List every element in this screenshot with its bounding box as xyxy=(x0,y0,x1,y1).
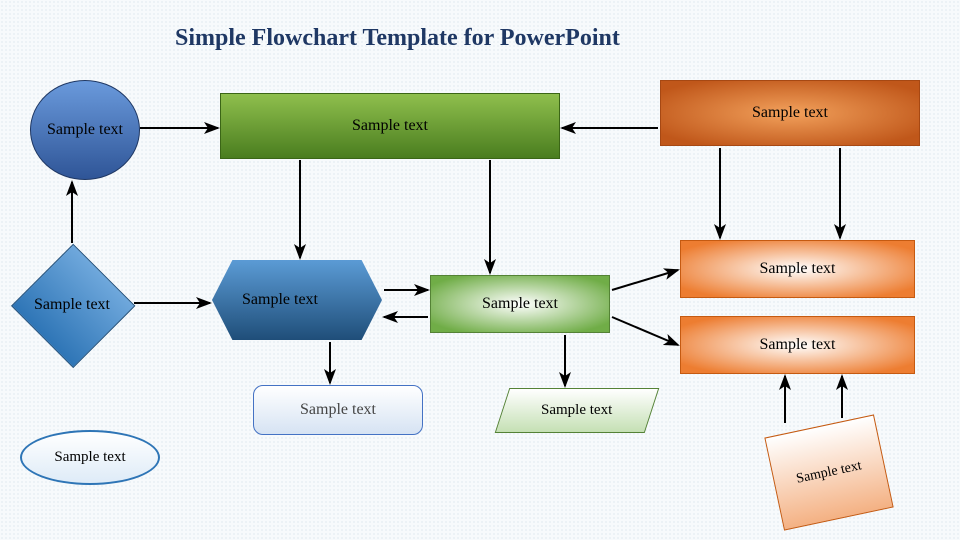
page-title: Simple Flowchart Template for PowerPoint xyxy=(175,25,620,52)
node-label: Sample text xyxy=(482,295,558,313)
edge-arrow xyxy=(612,317,678,345)
node-diamond: Sample text xyxy=(12,245,132,365)
node-circle1: Sample text xyxy=(30,80,140,180)
node-ellipse: Sample text xyxy=(20,430,160,485)
node-rot_square: Sample text xyxy=(764,414,893,530)
node-label: Sample text xyxy=(34,296,110,314)
node-label: Sample text xyxy=(760,336,836,354)
node-roundrect: Sample text xyxy=(253,385,423,435)
edge-arrow xyxy=(612,270,678,290)
node-label: Sample text xyxy=(752,104,828,122)
node-rect_orange_mid2: Sample text xyxy=(680,316,915,374)
node-rect_green_mid: Sample text xyxy=(430,275,610,333)
node-label: Sample text xyxy=(541,402,612,419)
node-label: Sample text xyxy=(300,401,376,419)
node-label: Sample text xyxy=(795,458,863,487)
node-label: Sample text xyxy=(352,117,428,135)
node-rect_green_top: Sample text xyxy=(220,93,560,159)
node-label: Sample text xyxy=(54,449,125,466)
node-parallelogram: Sample text xyxy=(495,388,660,433)
node-rect_orange_top: Sample text xyxy=(660,80,920,146)
node-label: Sample text xyxy=(760,260,836,278)
node-rect_orange_mid1: Sample text xyxy=(680,240,915,298)
node-label: Sample text xyxy=(47,121,123,139)
node-hex: Sample text xyxy=(212,260,382,340)
node-label: Sample text xyxy=(242,291,318,309)
